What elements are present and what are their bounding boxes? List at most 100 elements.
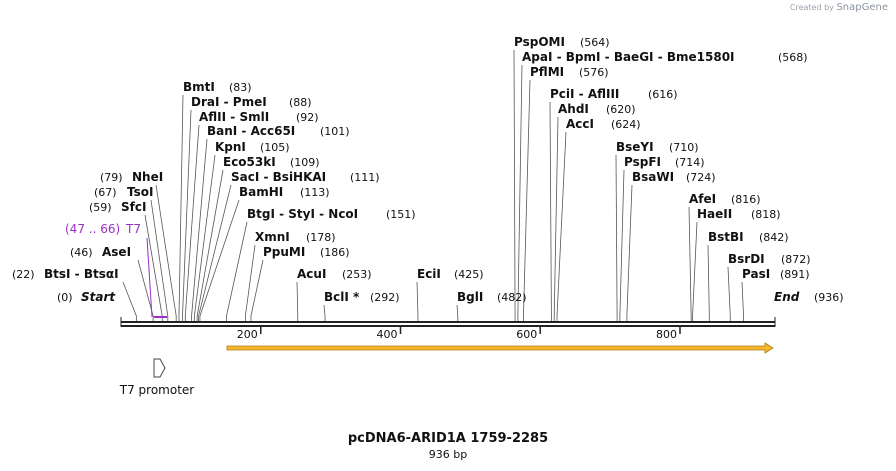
enzyme-pos-bgli: (482) [497,291,527,304]
enzyme-label-pcii[interactable]: PciI - AflIII [550,87,619,101]
enzyme-leader-lines [122,49,744,322]
enzyme-label-bstbi[interactable]: BstBI [708,230,744,244]
enzyme-label-acui[interactable]: AcuI [297,267,326,281]
enzyme-pos-bcli: (292) [370,291,400,304]
leader-bsawi [626,184,633,322]
enzyme-label-bsrdi[interactable]: BsrDI [728,252,765,266]
enzyme-pos-pasi: (891) [780,268,810,281]
sequence-map: PspOMI (564)ApaI - BpmI - BaeGI - Bme1580… [12,35,844,397]
enzyme-label-start[interactable]: Start [81,290,116,304]
orf-arrow[interactable] [226,342,774,354]
leader-nhei [155,184,177,322]
enzyme-label-eco53ki[interactable]: Eco53kI [223,155,276,169]
snapgene-brand: Created by SnapGene [790,2,888,13]
ruler-label-600: 600 [516,328,537,341]
enzyme-pos-pspomi: (564) [580,36,610,49]
enzyme-label-bamhi[interactable]: BamHI [239,185,283,199]
enzyme-label-pasi[interactable]: PasI [742,267,770,281]
ruler: 200 400 600 800 [237,326,681,341]
t7-promoter-label[interactable]: T7 promoter [119,383,195,397]
t7-primer[interactable]: (47 .. 66) T7 [65,222,168,318]
brand-name: SnapGene [836,2,888,13]
leader-pasi [741,281,744,322]
enzyme-label-btgi[interactable]: BtgI - StyI - NcoI [247,207,358,221]
enzyme-pos-saci: (111) [350,171,380,184]
enzyme-pos-bmti: (83) [229,81,252,94]
enzyme-pos-bstbi: (842) [759,231,789,244]
enzyme-label-bseyi[interactable]: BseYI [616,140,654,154]
enzyme-label-ahdi[interactable]: AhdI [558,102,589,116]
construct-title: pcDNA6-ARID1A 1759-2285 [347,431,549,446]
enzyme-label-ecii[interactable]: EciI [417,267,441,281]
leader-bstbi [707,244,710,322]
leader-btgi [226,221,248,322]
enzyme-label-bgli[interactable]: BglI [457,290,483,304]
enzyme-label-bani[interactable]: BanI - Acc65I [207,124,295,138]
leader-apai [517,64,523,322]
enzyme-pos-afei: (816) [731,193,761,206]
t7-promoter-feature[interactable]: T7 promoter [119,358,195,397]
construct-length: 936 bp [428,448,468,461]
leader-bamhi [199,199,240,322]
enzyme-label-bmti[interactable]: BmtI [183,80,215,94]
enzyme-pos-nhei: (79) [100,171,123,184]
enzyme-pos-xmni: (178) [306,231,336,244]
enzyme-label-haeii[interactable]: HaeII [697,207,732,221]
enzyme-label-xmni[interactable]: XmnI [255,230,290,244]
enzyme-label-pflmi[interactable]: PflMI [530,65,564,79]
enzyme-label-aflii[interactable]: AflII - SmlI [199,110,269,124]
enzyme-pos-bseyi: (710) [669,141,699,154]
enzyme-label-nhei[interactable]: NheI [132,170,163,184]
leader-asei [137,259,154,322]
enzyme-label-acci[interactable]: AccI [566,117,594,131]
enzyme-pos-start: (0) [57,291,73,304]
enzyme-label-saci[interactable]: SacI - BsiHKAI [231,170,326,184]
enzyme-label-kpni[interactable]: KpnI [215,140,246,154]
leader-acui [296,281,299,322]
leader-pspomi [513,49,516,322]
enzyme-pos-haeii: (818) [751,208,781,221]
enzyme-pos-end: (936) [814,291,844,304]
orf-arrow-shape[interactable] [226,342,774,354]
leader-eco53ki [196,169,224,322]
enzyme-pos-drai: (88) [289,96,312,109]
leader-aflii [184,124,200,322]
leader-bcli [323,304,326,322]
enzyme-label-end[interactable]: End [774,290,800,304]
enzyme-pos-pflmi: (576) [579,66,609,79]
enzyme-pos-bamhi: (113) [300,186,330,199]
enzyme-pos-bani: (101) [320,125,350,138]
enzyme-label-bsawi[interactable]: BsaWI [632,170,674,184]
t7-primer-label[interactable]: T7 [125,222,141,236]
enzyme-pos-btsi: (22) [12,268,35,281]
enzyme-pos-pspfi: (714) [675,156,705,169]
enzyme-label-drai[interactable]: DraI - PmeI [191,95,267,109]
enzyme-pos-asei: (46) [70,246,93,259]
leader-pcii [549,101,552,322]
leader-drai [182,109,192,322]
enzyme-label-apai[interactable]: ApaI - BpmI - BaeGI - Bme1580I [522,50,735,64]
leader-bseyi [615,154,618,322]
leader-tsoi [150,199,169,322]
t7-promoter-arrow[interactable] [153,358,166,378]
enzyme-label-pspfi[interactable]: PspFI [624,155,661,169]
enzyme-pos-tsoi: (67) [94,186,117,199]
enzyme-label-asei[interactable]: AseI [102,245,131,259]
leader-ahdi [553,116,559,322]
enzyme-label-btsi[interactable]: BtsI - BtsαI [44,267,119,281]
enzyme-label-afei[interactable]: AfeI [689,192,716,206]
brand-prefix: Created by [789,3,834,12]
enzyme-label-ppumi[interactable]: PpuMI [263,245,305,259]
enzyme-pos-acci: (624) [611,118,641,131]
enzyme-pos-ecii: (425) [454,268,484,281]
leader-xmni [244,244,256,322]
enzyme-label-bcli[interactable]: BclI * [324,290,360,304]
leader-saci [198,184,232,322]
leader-bgli [456,304,459,322]
enzyme-label-tsoi[interactable]: TsoI [127,185,153,199]
enzyme-label-sfci[interactable]: SfcI [121,200,146,214]
t7-primer-range: (47 .. 66) [65,222,120,236]
enzyme-pos-ahdi: (620) [606,103,636,116]
enzyme-label-pspomi[interactable]: PspOMI [514,35,565,49]
dna-backbone [120,317,776,327]
